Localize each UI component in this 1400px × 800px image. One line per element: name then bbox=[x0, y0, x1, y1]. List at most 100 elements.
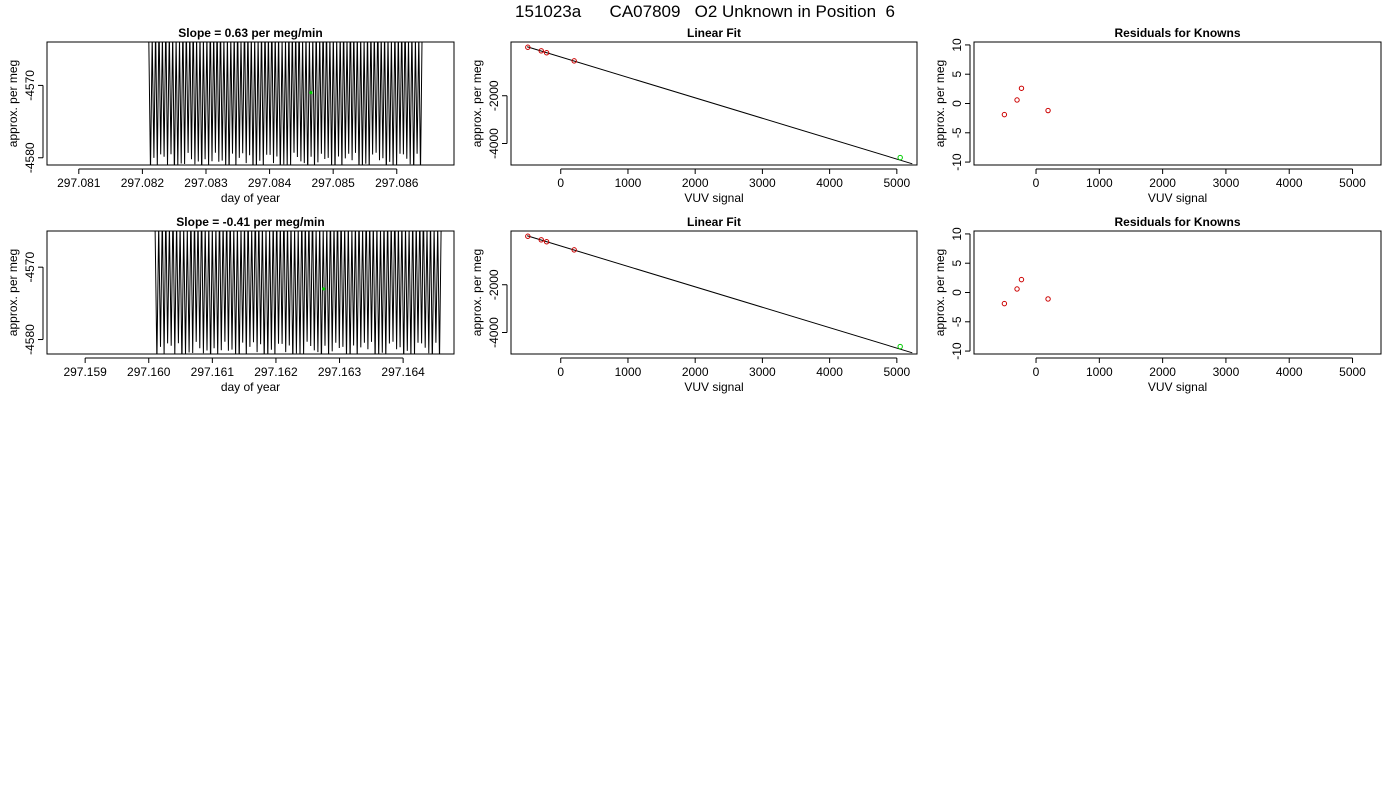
chart-6-x-tick-label-5: 4000 bbox=[1276, 365, 1303, 379]
chart-6-plot-frame bbox=[973, 230, 1382, 355]
chart-3-title: Residuals for Knowns bbox=[1114, 26, 1240, 40]
chart-6-plot-area bbox=[1001, 276, 1051, 307]
chart-3-y-tick-label-5: -10 bbox=[950, 153, 964, 171]
chart-2-x-tick-label-1: 0 bbox=[557, 176, 564, 190]
chart-3-y-tick-label-1: 10 bbox=[950, 38, 964, 52]
chart-5-known-point-4 bbox=[571, 247, 577, 253]
chart-5-plot-area bbox=[525, 233, 913, 354]
chart-2-plot-area bbox=[525, 44, 913, 165]
chart-4-x-tick-label-4: 297.162 bbox=[254, 365, 298, 379]
chart-6-x-tick-label-1: 0 bbox=[1033, 365, 1040, 379]
chart-2-known-point-2 bbox=[538, 48, 544, 54]
chart-2-x-tick-label-4: 3000 bbox=[749, 176, 776, 190]
chart-3-y-axis-label: approx. per meg bbox=[933, 60, 947, 147]
chart-1-title: Slope = 0.63 per meg/min bbox=[178, 26, 322, 40]
chart-6-x-axis-label: VUV signal bbox=[1148, 380, 1207, 394]
chart-3-x-tick-label-1: 0 bbox=[1033, 176, 1040, 190]
chart-6-y-tick-label-2: 5 bbox=[950, 260, 964, 267]
chart-5-x-tick-label-1: 0 bbox=[557, 365, 564, 379]
chart-6-y-tick-label-3: 0 bbox=[950, 289, 964, 296]
chart-1-x-tick-label-5: 297.085 bbox=[311, 176, 355, 190]
chart-1-x-tick-label-1: 297.081 bbox=[57, 176, 101, 190]
chart-2-plot-frame bbox=[510, 41, 918, 166]
chart-1-x-tick-label-3: 297.083 bbox=[184, 176, 228, 190]
chart-4-x-tick-label-6: 297.164 bbox=[381, 365, 425, 379]
chart-6-x-tick-label-2: 1000 bbox=[1086, 365, 1113, 379]
chart-4-y-axis-label: approx. per meg bbox=[6, 249, 20, 336]
chart-1-x-tick-label-2: 297.082 bbox=[121, 176, 165, 190]
panels: Slope = 0.63 per meg/min 297.081 297.082 29… bbox=[6, 26, 1382, 394]
chart-2: Linear Fit 0 1000 2000 3000 4000 5000 VUV signa… bbox=[470, 26, 918, 205]
chart-1: Slope = 0.63 per meg/min 297.081 297.082 29… bbox=[6, 26, 455, 205]
chart-4-x-tick-label-3: 297.161 bbox=[191, 365, 235, 379]
chart-3-known-point-4 bbox=[1045, 107, 1051, 114]
chart-5-fit-line bbox=[526, 235, 913, 354]
chart-2-known-point-3 bbox=[543, 50, 550, 56]
chart-4-series-line bbox=[154, 231, 442, 354]
chart-4-x-tick-label-2: 297.160 bbox=[127, 365, 171, 379]
chart-6-known-point-2 bbox=[1014, 286, 1020, 292]
chart-2-y-tick-label-2: -4000 bbox=[487, 128, 501, 159]
chart-1-y-tick-label-2: -4580 bbox=[23, 142, 37, 173]
chart-2-y-axis-label: approx. per meg bbox=[470, 60, 484, 147]
chart-2-x-axis-label: VUV signal bbox=[684, 191, 743, 205]
chart-4-y-tick-label-2: -4580 bbox=[23, 324, 37, 355]
chart-5-x-tick-label-3: 2000 bbox=[682, 365, 709, 379]
chart-5-x-tick-label-2: 1000 bbox=[615, 365, 642, 379]
chart-5-title: Linear Fit bbox=[687, 215, 741, 229]
chart-3: Residuals for Knowns 0 1000 2000 3000 4000 500… bbox=[933, 26, 1382, 205]
chart-6-x-tick-label-4: 3000 bbox=[1213, 365, 1240, 379]
chart-3-x-axis-label: VUV signal bbox=[1148, 191, 1207, 205]
chart-6-x-tick-label-6: 5000 bbox=[1339, 365, 1366, 379]
chart-6-known-point-4 bbox=[1045, 296, 1051, 302]
chart-4: Slope = -0.41 per meg/min 297.159 297.160 2… bbox=[6, 215, 455, 394]
chart-5-known-point-3 bbox=[543, 239, 550, 245]
chart-1-y-axis-label: approx. per meg bbox=[6, 60, 20, 147]
chart-3-known-point-1 bbox=[1001, 111, 1008, 118]
chart-1-highlight-point-1 bbox=[309, 91, 313, 95]
chart-2-x-tick-label-5: 4000 bbox=[816, 176, 843, 190]
chart-5-known-point-2 bbox=[538, 237, 544, 243]
chart-2-known-point-4 bbox=[571, 58, 577, 64]
chart-4-x-tick-label-1: 297.159 bbox=[63, 365, 107, 379]
chart-6-x-tick-label-3: 2000 bbox=[1149, 365, 1176, 379]
chart-1-x-tick-label-6: 297.086 bbox=[375, 176, 419, 190]
chart-5-x-axis-label: VUV signal bbox=[684, 380, 743, 394]
chart-5-y-tick-label-1: -2000 bbox=[487, 269, 501, 300]
chart-6-y-tick-label-4: -5 bbox=[950, 316, 964, 327]
chart-6: Residuals for Knowns 0 1000 2000 3000 4000 500… bbox=[933, 215, 1382, 394]
chart-3-known-point-2 bbox=[1014, 97, 1020, 103]
chart-4-x-axis-label: day of year bbox=[221, 380, 280, 394]
chart-5-x-tick-label-6: 5000 bbox=[883, 365, 910, 379]
chart-3-y-tick-label-4: -5 bbox=[950, 127, 964, 138]
chart-1-x-axis-label: day of year bbox=[221, 191, 280, 205]
chart-1-plot-area bbox=[148, 42, 423, 165]
chart-5-x-tick-label-5: 4000 bbox=[816, 365, 843, 379]
chart-4-y-tick-label-1: -4570 bbox=[23, 252, 37, 283]
chart-5: Linear Fit 0 1000 2000 3000 4000 5000 VUV signa… bbox=[470, 215, 918, 394]
chart-5-y-tick-label-2: -4000 bbox=[487, 317, 501, 348]
chart-6-y-tick-label-1: 10 bbox=[950, 227, 964, 241]
chart-3-y-tick-label-3: 0 bbox=[950, 100, 964, 107]
chart-5-y-axis-label: approx. per meg bbox=[470, 249, 484, 336]
chart-5-plot-frame bbox=[510, 230, 918, 355]
chart-3-x-tick-label-4: 3000 bbox=[1213, 176, 1240, 190]
chart-2-fit-line bbox=[526, 46, 913, 165]
chart-2-unknown-point-1 bbox=[897, 154, 903, 161]
chart-6-title: Residuals for Knowns bbox=[1114, 215, 1240, 229]
chart-3-x-tick-label-5: 4000 bbox=[1276, 176, 1303, 190]
chart-3-y-tick-label-2: 5 bbox=[950, 71, 964, 78]
chart-3-x-tick-label-6: 5000 bbox=[1339, 176, 1366, 190]
chart-6-known-point-3 bbox=[1018, 276, 1025, 283]
chart-3-plot-frame bbox=[973, 41, 1382, 166]
chart-4-title: Slope = -0.41 per meg/min bbox=[176, 215, 324, 229]
chart-6-y-tick-label-5: -10 bbox=[950, 342, 964, 360]
chart-4-plot-frame bbox=[46, 230, 455, 355]
chart-3-plot-area bbox=[1001, 85, 1051, 118]
chart-2-title: Linear Fit bbox=[687, 26, 741, 40]
chart-5-known-point-1 bbox=[525, 233, 531, 239]
chart-4-plot-area bbox=[154, 231, 442, 354]
chart-5-x-tick-label-4: 3000 bbox=[749, 365, 776, 379]
